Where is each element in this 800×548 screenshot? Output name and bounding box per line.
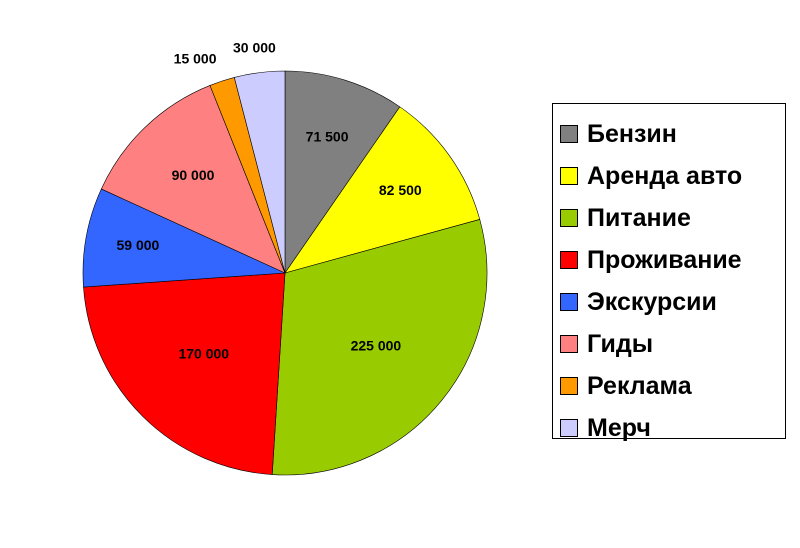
- legend-item: Гиды: [553, 323, 785, 365]
- pie-slice: [284, 106, 481, 274]
- pie-data-labels: 71 500 82 500 225 000 170 000 59 000 90 000 15…: [116, 39, 421, 361]
- legend-swatch: [560, 209, 578, 227]
- data-label: 30 000: [233, 39, 276, 55]
- legend-label: Гиды: [587, 329, 654, 358]
- data-label: 82 500: [379, 182, 422, 198]
- pie-slice: [284, 70, 401, 274]
- legend-label: Питание: [587, 203, 691, 232]
- pie-slice: [100, 85, 286, 274]
- legend-swatch: [560, 419, 578, 437]
- data-label: 225 000: [351, 338, 402, 354]
- legend-swatch: [560, 293, 578, 311]
- legend-swatch: [560, 251, 578, 269]
- legend-label: Аренда авто: [587, 161, 743, 190]
- legend-label: Экскурсии: [587, 287, 717, 316]
- legend-item: Аренда авто: [553, 155, 785, 197]
- legend-item: Реклама: [553, 365, 785, 407]
- legend-swatch: [560, 167, 578, 185]
- pie-slices: [82, 70, 488, 476]
- chart-legend: Бензин Аренда авто Питание Проживание Экскур…: [552, 103, 786, 442]
- legend-swatch: [560, 377, 578, 395]
- legend-label: Бензин: [587, 119, 677, 148]
- legend-label: Реклама: [587, 371, 692, 400]
- legend-swatch: [560, 125, 578, 143]
- legend-item: Бензин: [553, 113, 785, 155]
- pie-slice: [271, 219, 488, 476]
- legend-label: Мерч: [587, 413, 651, 442]
- data-label: 71 500: [306, 129, 349, 145]
- legend-label: Проживание: [587, 245, 742, 274]
- pie-slice: [82, 188, 286, 288]
- legend-item: Проживание: [553, 239, 785, 281]
- data-label: 170 000: [178, 345, 229, 361]
- legend-item: Экскурсии: [553, 281, 785, 323]
- pie-slice: [233, 70, 286, 274]
- data-label: 90 000: [172, 167, 215, 183]
- legend-item: Питание: [553, 197, 785, 239]
- data-label: 59 000: [116, 237, 159, 253]
- data-label: 15 000: [174, 51, 217, 67]
- legend-swatch: [560, 335, 578, 353]
- legend-item: Мерч: [553, 407, 785, 449]
- pie-slice: [83, 272, 286, 475]
